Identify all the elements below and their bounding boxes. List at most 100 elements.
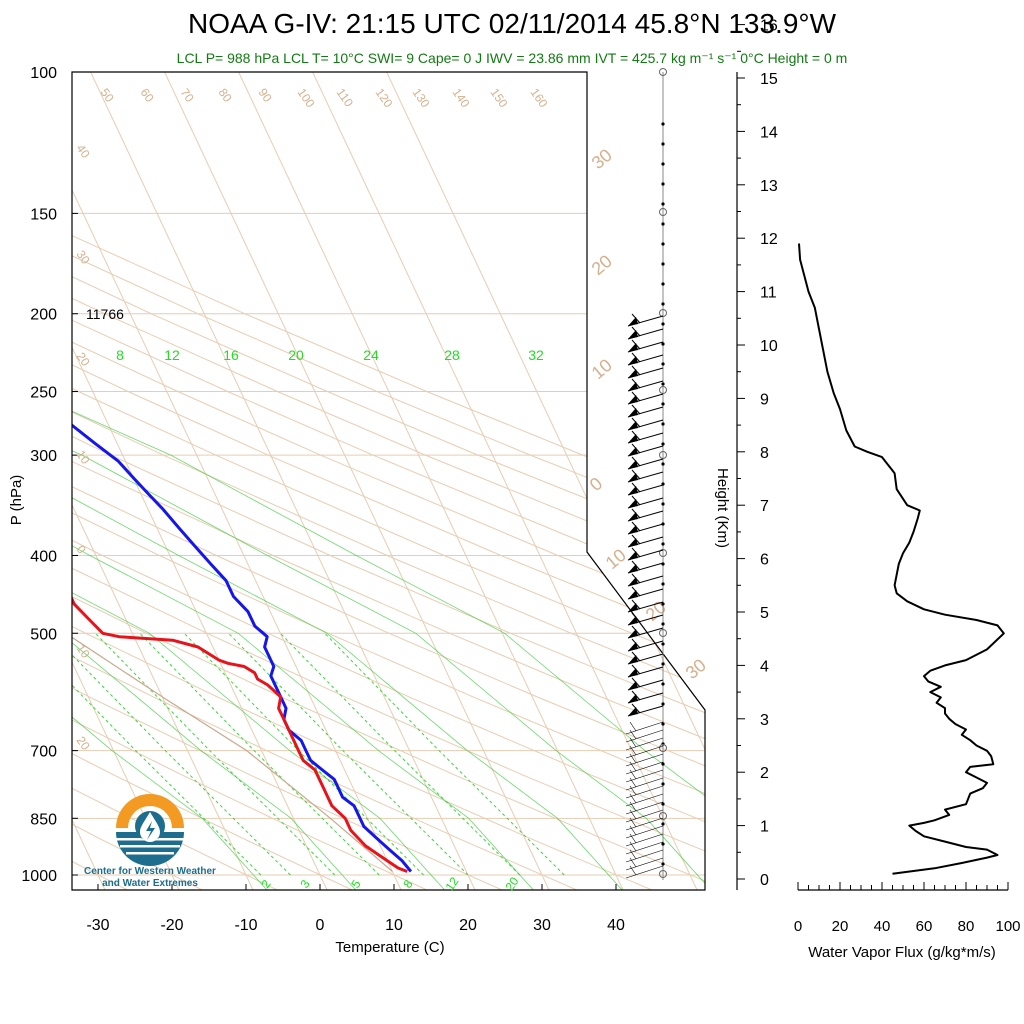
dry-adiabat-label: 0: [74, 543, 89, 557]
isotherm-line: [294, 72, 699, 890]
wind-barb-flag: [628, 421, 638, 430]
wind-barb-shaft: [625, 721, 664, 735]
moist-adiabat: [72, 362, 625, 890]
dry-adiabat: [72, 72, 357, 890]
dry-adiabat: [72, 72, 705, 890]
barb-level-circle: [659, 386, 667, 394]
wind-barb-shaft: [625, 785, 664, 799]
pressure-tick-label: 700: [30, 744, 57, 761]
flux-tick-label: 80: [958, 918, 975, 935]
wind-barb-feather: [631, 586, 641, 597]
wind-barb-feather: [629, 841, 637, 852]
flux-tick-label: 0: [794, 918, 802, 935]
wind-barb-flag: [628, 330, 638, 339]
wind-barb-feather: [629, 761, 637, 772]
temperature-tick-label: 20: [459, 917, 477, 934]
barb-station-dot: [661, 662, 665, 666]
isotherm-label: 20: [642, 597, 670, 625]
pressure-tick-label: 850: [30, 811, 57, 828]
barb-station-dot: [661, 582, 665, 586]
barb-station-dot: [661, 142, 665, 146]
wind-barb-feather: [629, 745, 637, 756]
chart-subtitle: LCL P= 988 hPa LCL T= 10°C SWI= 9 Cape= …: [176, 50, 848, 66]
moist-adiabat: [72, 362, 270, 890]
isotherm-line: [72, 72, 329, 890]
mixing-ratio-label: 3: [297, 877, 312, 891]
isotherm-line: [72, 72, 255, 890]
mixing-ratio-label: 8: [400, 877, 415, 891]
mixing-ratio-line: [324, 632, 565, 876]
barb-station-dot: [661, 182, 665, 186]
height-tick-label: 16: [760, 18, 778, 35]
wind-barb-flag: [628, 408, 638, 417]
wind-barb-flag: [628, 356, 638, 365]
barb-station-dot: [661, 642, 665, 646]
dry-adiabat: [72, 72, 705, 890]
barb-station-dot: [661, 322, 665, 326]
barb-station-dot: [661, 262, 665, 266]
skewt-profiles: [72, 300, 413, 873]
wind-barb-flag: [628, 317, 638, 326]
barb-station-dot: [661, 222, 665, 226]
wind-barb-shaft: [625, 769, 664, 783]
barb-station-dot: [661, 162, 665, 166]
temperature-tick-label: 40: [607, 917, 625, 934]
wind-barb-feather: [629, 833, 637, 844]
temperature-profile: [72, 300, 413, 873]
wind-barb-feather: [629, 857, 637, 868]
wind-barb-feather: [629, 865, 637, 876]
height-tick-label: 6: [760, 552, 769, 569]
mixing-ratio-line: [72, 632, 291, 876]
wind-barb-shaft: [625, 801, 664, 815]
isotherm-label: 10: [602, 545, 630, 573]
isotherm-label: 0: [586, 473, 607, 495]
wind-barb-feather: [629, 825, 637, 836]
barb-level-circle: [659, 549, 667, 557]
temperature-tick-label: 0: [316, 917, 325, 934]
wind-barb-feather: [629, 777, 637, 788]
dry-adiabat-label: 20: [74, 350, 93, 369]
chart-title: NOAA G-IV: 21:15 UTC 02/11/2014 45.8°N 1…: [187, 8, 837, 39]
isotherm-label: 10: [588, 355, 616, 383]
isotherm-label: 20: [588, 251, 616, 279]
wind-barb-feather: [631, 456, 641, 467]
dry-adiabat: [72, 72, 132, 890]
dry-adiabat: [72, 72, 705, 890]
wind-barb-feather: [629, 729, 637, 740]
flux-tick-label: 40: [874, 918, 891, 935]
barb-station-dot: [661, 842, 665, 846]
wind-barb-feather: [631, 469, 641, 480]
wind-barb-feather: [631, 638, 641, 649]
wind-barb-flag: [628, 655, 638, 664]
wind-barb-feather: [631, 560, 641, 571]
height-tick-label: 11: [760, 285, 777, 302]
wind-barb-feather: [629, 793, 637, 804]
height-tick-label: 2: [760, 765, 769, 782]
dewpoint-profile: [72, 305, 408, 873]
barb-station-dot: [661, 382, 665, 386]
dry-adiabat-label: 80: [216, 86, 235, 105]
dry-adiabat: [72, 72, 705, 890]
dry-adiabat: [72, 72, 705, 890]
dry-adiabat: [72, 72, 705, 890]
wind-barb-shaft: [625, 817, 664, 831]
y-axis-title: P (hPa): [8, 475, 25, 526]
mixing-ratio-label: 32: [528, 347, 544, 363]
height-axis-title: Height (Km): [714, 468, 731, 548]
isotherm-line: [0, 35, 32, 892]
wind-barb-feather: [631, 690, 641, 701]
dry-adiabat: [72, 72, 705, 890]
dry-adiabat-label: 100: [295, 86, 318, 111]
flux-tick-label: 60: [916, 918, 933, 935]
wind-barb-flag: [628, 395, 638, 404]
wind-barb-shaft: [625, 761, 664, 775]
wind-barb-shaft: [625, 841, 664, 855]
barb-station-dot: [661, 302, 665, 306]
wind-barb-flag: [628, 512, 638, 521]
wind-barb-flag: [628, 434, 638, 443]
wind-barb-flag: [628, 343, 638, 352]
wind-barb-flag: [628, 694, 638, 703]
dry-adiabat-label: 20: [74, 734, 93, 753]
height-tick-label: 14: [760, 124, 778, 141]
barb-station-dot: [661, 362, 665, 366]
